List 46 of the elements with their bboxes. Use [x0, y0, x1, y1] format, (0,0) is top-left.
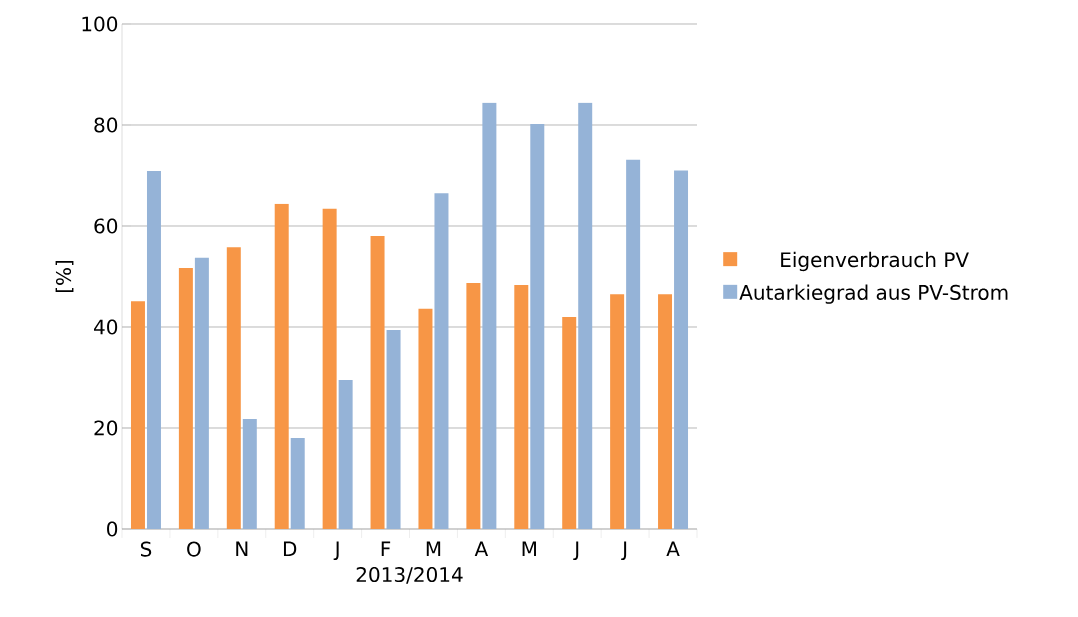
bar [562, 316, 577, 529]
y-axis-title: [%] [55, 260, 74, 293]
bar [482, 102, 497, 529]
y-tick-label: 60 [94, 218, 118, 234]
bar [626, 159, 641, 529]
y-tick-label: 80 [94, 117, 118, 133]
bar [514, 285, 529, 529]
bar [418, 308, 433, 529]
bar [322, 208, 337, 529]
bar [290, 438, 305, 529]
bar [674, 170, 689, 529]
bar [274, 203, 289, 529]
x-tick-label: J [621, 541, 627, 561]
legend-label: Eigenverbrauch PV [781, 251, 969, 272]
y-tick-label: 100 [82, 16, 118, 32]
bar [578, 102, 593, 529]
x-tick-label: S [140, 541, 152, 557]
x-tick-label: M [426, 541, 441, 557]
x-axis-title: 2013/2014 [356, 566, 463, 584]
bar [370, 236, 385, 529]
bar [530, 123, 545, 529]
bar [194, 257, 209, 529]
bar [338, 380, 353, 529]
bar [386, 330, 401, 529]
x-tick-label: F [381, 541, 391, 557]
y-tick-label: 40 [94, 319, 118, 335]
x-tick-label: A [666, 541, 680, 557]
bar [658, 294, 673, 529]
x-tick-label: M [522, 541, 536, 557]
x-tick-label: N [236, 541, 248, 557]
x-tick-label: J [573, 541, 579, 561]
x-tick-label: O [187, 541, 201, 557]
bar [178, 267, 193, 529]
x-tick-label: A [474, 541, 489, 557]
bar [226, 247, 241, 529]
bar [130, 301, 145, 529]
x-tick-label: J [333, 541, 339, 561]
bar [466, 283, 481, 529]
bar [242, 418, 257, 529]
bar [610, 294, 625, 529]
legend-label: Autarkiegrad aus PV-Strom [739, 284, 1008, 304]
bar [146, 170, 161, 529]
y-tick-label: 0 [107, 521, 118, 537]
y-tick-label: 20 [94, 420, 118, 436]
bar [434, 193, 449, 529]
x-tick-label: D [283, 541, 297, 557]
